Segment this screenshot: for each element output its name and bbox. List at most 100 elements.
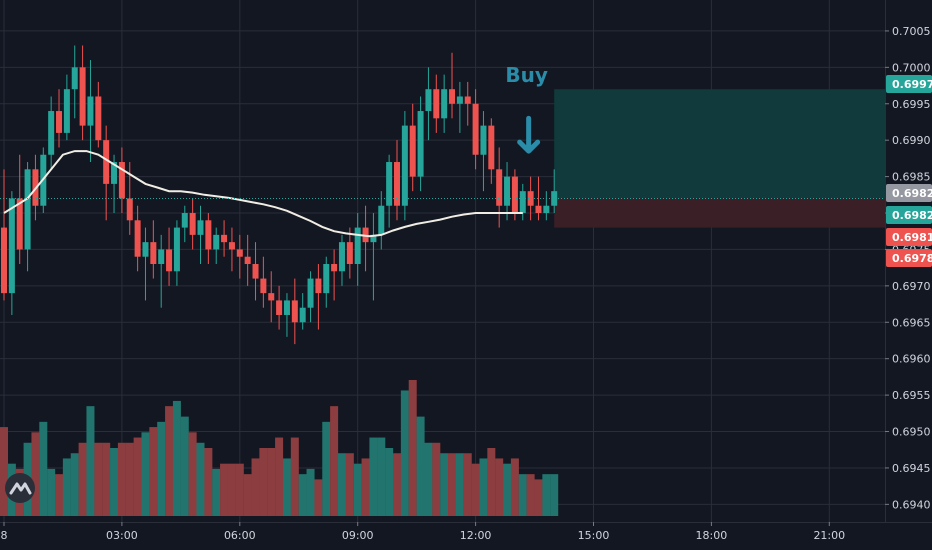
volume-bar	[149, 427, 158, 516]
candle-body[interactable]	[496, 169, 503, 206]
volume-bar	[39, 421, 48, 516]
volume-bar	[448, 453, 457, 516]
candle-body[interactable]	[425, 89, 432, 112]
candle-body[interactable]	[511, 176, 518, 214]
volume-bar	[353, 463, 362, 516]
volume-bar	[424, 442, 433, 516]
candle-body[interactable]	[527, 191, 534, 206]
candle-body[interactable]	[197, 220, 204, 235]
candle-body[interactable]	[95, 96, 102, 141]
price-tick-label: 0.6965	[892, 316, 931, 329]
candle-body[interactable]	[181, 213, 188, 228]
candle-body[interactable]	[276, 300, 283, 315]
volume-bar	[487, 448, 496, 516]
candle-body[interactable]	[307, 278, 314, 308]
candle-body[interactable]	[8, 198, 15, 294]
candle-body[interactable]	[236, 249, 243, 257]
candle-body[interactable]	[79, 67, 86, 126]
volume-bar	[330, 406, 339, 516]
candle-body[interactable]	[134, 220, 141, 257]
volume-bar	[188, 432, 197, 516]
candle-body[interactable]	[260, 278, 267, 294]
candle-body[interactable]	[87, 96, 94, 126]
candle-body[interactable]	[417, 111, 424, 177]
candle-body[interactable]	[252, 264, 259, 279]
candle-body[interactable]	[1, 227, 7, 294]
candle-body[interactable]	[346, 242, 353, 264]
candle-body[interactable]	[283, 300, 290, 315]
candle-body[interactable]	[354, 227, 361, 264]
candle-body[interactable]	[268, 293, 275, 301]
tradingview-logo-icon[interactable]	[5, 473, 35, 503]
candle-body[interactable]	[315, 278, 322, 294]
candle-body[interactable]	[504, 176, 511, 206]
candle-body[interactable]	[472, 103, 479, 155]
volume-bar	[204, 448, 213, 516]
price-badge-label: 0.6982	[892, 187, 932, 200]
volume-bar	[416, 416, 425, 516]
candle-body[interactable]	[551, 191, 558, 206]
candle-body[interactable]	[378, 205, 385, 235]
time-axis[interactable]: 8 03:00 06:00 09:00 12:00 15:00 18:00 21:00	[0, 522, 932, 550]
candle-body[interactable]	[126, 198, 133, 221]
candle-body[interactable]	[142, 242, 149, 257]
volume-bar	[227, 463, 236, 516]
volume-bar	[518, 474, 527, 516]
candle-body[interactable]	[291, 300, 298, 323]
price-tick-label: 0.7000	[892, 61, 931, 74]
candle-body[interactable]	[56, 111, 63, 133]
candle-body[interactable]	[535, 205, 542, 214]
candle-body[interactable]	[244, 256, 251, 264]
candle-body[interactable]	[331, 264, 338, 272]
candle-body[interactable]	[543, 205, 550, 214]
candle-body[interactable]	[409, 125, 416, 177]
candle-body[interactable]	[221, 234, 228, 243]
candle-body[interactable]	[166, 249, 173, 272]
candle-body[interactable]	[480, 125, 487, 155]
volume-bar	[495, 458, 504, 516]
volume-bar	[550, 474, 559, 516]
candle-body[interactable]	[519, 191, 526, 214]
candle-body[interactable]	[456, 96, 463, 104]
candle-body[interactable]	[401, 125, 408, 206]
candle-body[interactable]	[16, 198, 23, 250]
candle-body[interactable]	[228, 242, 235, 250]
candle-body[interactable]	[464, 96, 471, 104]
candle-body[interactable]	[63, 89, 70, 133]
volume-bar	[125, 442, 134, 516]
candle-body[interactable]	[205, 220, 212, 250]
price-tick-label: 0.6940	[892, 498, 931, 511]
candle-body[interactable]	[370, 234, 377, 243]
price-axis[interactable]: 0.6940 0.6945 0.6950 0.6955 0.6960 0.6965 0.69…	[885, 0, 932, 550]
candle-body[interactable]	[150, 242, 157, 264]
candle-body[interactable]	[189, 213, 196, 235]
volume-bar	[94, 442, 103, 516]
candle-body[interactable]	[386, 162, 393, 206]
candle-body[interactable]	[449, 89, 456, 104]
candle-body[interactable]	[338, 242, 345, 272]
candle-body[interactable]	[394, 162, 400, 206]
candle-body[interactable]	[488, 125, 495, 170]
candle-body[interactable]	[111, 162, 118, 184]
candle-body[interactable]	[118, 162, 125, 199]
price-tick-label: 0.6945	[892, 462, 931, 475]
price-tick-label: 0.6990	[892, 134, 931, 147]
candle-body[interactable]	[158, 249, 165, 264]
candle-body[interactable]	[71, 67, 78, 90]
candle-body[interactable]	[299, 307, 306, 323]
take-profit-zone[interactable]	[554, 89, 885, 199]
candle-body[interactable]	[173, 227, 180, 272]
price-badge	[886, 184, 932, 202]
volume-bar	[377, 437, 386, 516]
candle-body[interactable]	[441, 89, 448, 119]
volume-bar	[267, 448, 276, 516]
candle-body[interactable]	[103, 140, 110, 184]
stop-loss-zone[interactable]	[554, 198, 885, 228]
candle-body[interactable]	[213, 234, 220, 250]
candle-body[interactable]	[48, 111, 55, 155]
candle-body[interactable]	[323, 264, 330, 294]
candle-body[interactable]	[24, 169, 31, 250]
candle-body[interactable]	[433, 89, 440, 119]
